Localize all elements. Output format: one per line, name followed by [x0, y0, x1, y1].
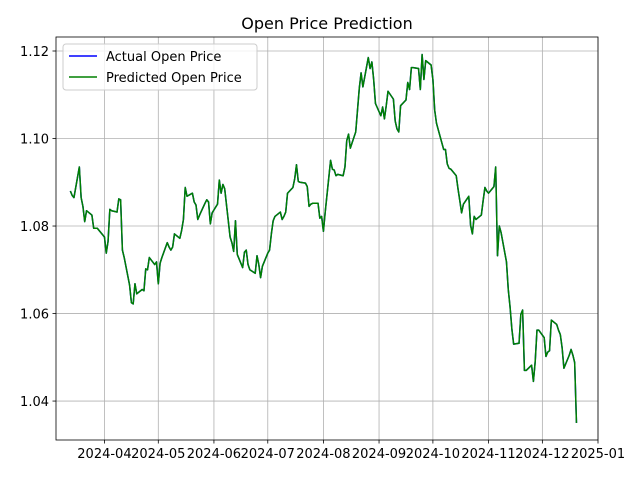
chart-title: Open Price Prediction	[241, 14, 412, 33]
x-tick-label: 2024-04	[77, 447, 131, 462]
x-tick-label: 2025-01	[571, 447, 625, 462]
plot-frame	[55, 36, 599, 441]
x-tick-label: 2024-10	[406, 447, 460, 462]
legend-label: Actual Open Price	[106, 50, 221, 65]
x-tick-label: 2024-08	[296, 447, 350, 462]
y-tick-label: 1.06	[20, 308, 49, 323]
y-tick-label: 1.10	[20, 133, 49, 148]
legend: Actual Open Price Predicted Open Price	[62, 43, 258, 91]
legend-label: Predicted Open Price	[106, 71, 242, 86]
x-tick-label: 2024-11	[461, 447, 515, 462]
x-tick-label: 2024-12	[515, 447, 569, 462]
y-tick-label: 1.12	[20, 45, 49, 60]
y-tick-label: 1.08	[20, 220, 49, 235]
x-tick-label: 2024-07	[241, 447, 295, 462]
legend-box	[62, 43, 258, 91]
data-line	[69, 53, 578, 423]
x-tick-label: 2024-05	[131, 447, 185, 462]
x-tick-label: 2024-06	[187, 447, 241, 462]
y-tick-label: 1.04	[20, 395, 49, 410]
x-tick-label: 2024-09	[352, 447, 406, 462]
